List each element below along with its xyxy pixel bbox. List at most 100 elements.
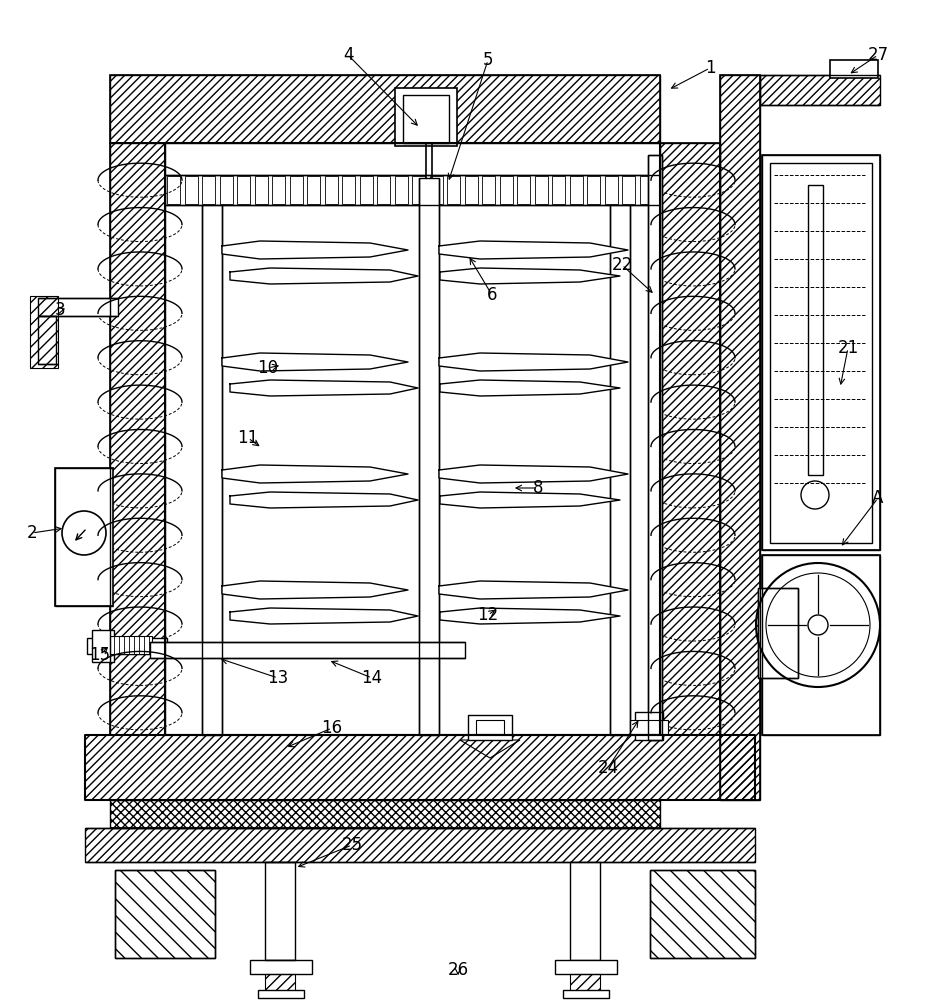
Bar (610, 205, 630, 735)
Text: 26: 26 (447, 961, 469, 979)
Polygon shape (222, 353, 408, 371)
Text: 14: 14 (361, 669, 382, 687)
Text: 3: 3 (55, 301, 66, 319)
Bar (265, 974, 295, 992)
Polygon shape (440, 492, 620, 508)
Polygon shape (440, 608, 620, 624)
Polygon shape (440, 380, 620, 396)
Bar (167, 176, 180, 204)
Text: A: A (872, 489, 883, 507)
Bar (92, 630, 114, 662)
Polygon shape (230, 268, 418, 284)
Bar (30, 296, 58, 368)
Polygon shape (439, 241, 628, 259)
Bar (563, 990, 609, 998)
Bar (720, 75, 760, 800)
Bar (468, 715, 512, 740)
Polygon shape (222, 241, 408, 259)
Bar (534, 176, 548, 204)
Bar (265, 862, 295, 960)
Bar (255, 176, 267, 204)
Text: 12: 12 (477, 606, 498, 624)
Bar (639, 176, 652, 204)
Bar (150, 642, 465, 658)
Bar (250, 960, 312, 974)
Bar (808, 185, 823, 475)
Bar (650, 870, 755, 958)
Polygon shape (230, 380, 418, 396)
Bar (202, 205, 222, 735)
Bar (430, 176, 442, 204)
Bar (258, 990, 304, 998)
Bar (110, 143, 165, 735)
Bar (762, 155, 880, 550)
Bar (272, 176, 285, 204)
Bar (85, 828, 755, 862)
Bar (55, 468, 113, 606)
Bar (412, 176, 425, 204)
Bar (570, 974, 600, 992)
Circle shape (808, 615, 828, 635)
Text: 24: 24 (597, 759, 618, 777)
Bar (220, 176, 232, 204)
Bar (395, 176, 407, 204)
Bar (476, 720, 504, 734)
Bar (419, 178, 439, 735)
Bar (770, 163, 872, 543)
Bar (85, 735, 755, 800)
Text: 1: 1 (705, 59, 715, 77)
Bar (110, 636, 152, 654)
Bar (403, 95, 449, 143)
Bar (630, 720, 668, 734)
Bar (324, 176, 338, 204)
Text: 15: 15 (89, 646, 110, 664)
Polygon shape (440, 268, 620, 284)
Text: 5: 5 (483, 51, 494, 69)
Bar (648, 155, 662, 740)
Bar (499, 176, 513, 204)
Bar (110, 800, 660, 828)
Bar (635, 712, 663, 740)
Bar (517, 176, 530, 204)
Bar (38, 298, 118, 316)
Bar (359, 176, 373, 204)
Bar (552, 176, 565, 204)
Bar (464, 176, 477, 204)
Bar (660, 143, 720, 735)
Bar (395, 88, 457, 146)
Bar (237, 176, 250, 204)
Bar (38, 316, 56, 364)
Bar (342, 176, 355, 204)
Bar (307, 176, 320, 204)
Text: 11: 11 (238, 429, 259, 447)
Polygon shape (230, 608, 418, 624)
Bar (482, 176, 495, 204)
Text: 10: 10 (258, 359, 279, 377)
Bar (830, 60, 878, 78)
Bar (762, 555, 880, 735)
Text: 16: 16 (321, 719, 342, 737)
Bar (184, 176, 198, 204)
Bar (605, 176, 617, 204)
Polygon shape (222, 465, 408, 483)
Bar (115, 870, 215, 958)
Bar (622, 176, 635, 204)
Text: 25: 25 (341, 836, 362, 854)
Text: 2: 2 (27, 524, 37, 542)
Text: 21: 21 (838, 339, 859, 357)
Bar (165, 175, 660, 205)
Bar (202, 176, 215, 204)
Polygon shape (230, 492, 418, 508)
Polygon shape (222, 581, 408, 599)
Bar (555, 960, 617, 974)
Bar (587, 176, 600, 204)
Polygon shape (439, 353, 628, 371)
Text: 8: 8 (533, 479, 543, 497)
Bar (377, 176, 390, 204)
Bar (758, 588, 798, 678)
Bar (110, 75, 660, 143)
Text: 13: 13 (267, 669, 288, 687)
Bar (165, 143, 660, 735)
Polygon shape (439, 581, 628, 599)
Bar (570, 176, 583, 204)
